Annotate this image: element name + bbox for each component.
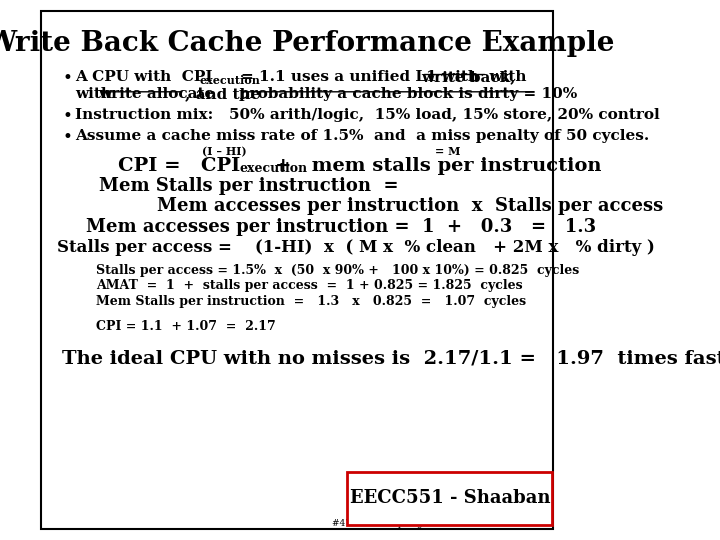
Text: Stalls per access = 1.5%  x  (50  x 90% +   100 x 10%) = 0.825  cycles: Stalls per access = 1.5% x (50 x 90% + 1…	[96, 264, 580, 276]
Text: = 1.1 uses a unified L1 with  with: = 1.1 uses a unified L1 with with	[240, 70, 526, 84]
Text: Mem Stalls per instruction  =: Mem Stalls per instruction =	[99, 177, 399, 195]
Text: EECC551 - Shaaban: EECC551 - Shaaban	[350, 489, 550, 507]
Text: Mem accesses per instruction  x  Stalls per access: Mem accesses per instruction x Stalls pe…	[157, 197, 664, 215]
Text: execution: execution	[199, 75, 261, 85]
Text: with: with	[76, 87, 112, 102]
FancyBboxPatch shape	[348, 472, 552, 525]
Text: +   mem stalls per instruction: + mem stalls per instruction	[274, 157, 601, 174]
Text: •: •	[62, 129, 72, 145]
Text: , and the: , and the	[185, 87, 260, 102]
Text: Assume a cache miss rate of 1.5%  and  a miss penalty of 50 cycles.: Assume a cache miss rate of 1.5% and a m…	[76, 129, 649, 143]
Text: execution: execution	[239, 162, 307, 175]
Text: write allocate: write allocate	[98, 87, 215, 102]
Text: (I – HI): (I – HI)	[202, 146, 247, 157]
Text: write back,: write back,	[421, 70, 516, 84]
Text: A CPU with  CPI: A CPU with CPI	[76, 70, 213, 84]
Text: Write Back Cache Performance Example: Write Back Cache Performance Example	[0, 30, 615, 57]
FancyBboxPatch shape	[41, 11, 554, 529]
Text: Stalls per access =    (1-HI)  x  ( M x  % clean   + 2M x   % dirty ): Stalls per access = (1-HI) x ( M x % cle…	[57, 239, 654, 255]
Text: = M: = M	[435, 146, 460, 157]
Text: Mem accesses per instruction =  1  +   0.3   =   1.3: Mem accesses per instruction = 1 + 0.3 =…	[86, 218, 596, 235]
Text: probability a cache block is dirty = 10%: probability a cache block is dirty = 10%	[239, 87, 577, 102]
Text: Instruction mix:   50% arith/logic,  15% load, 15% store, 20% control: Instruction mix: 50% arith/logic, 15% lo…	[76, 108, 660, 122]
Text: AMAT  =  1  +  stalls per access  =  1 + 0.825 = 1.825  cycles: AMAT = 1 + stalls per access = 1 + 0.825…	[96, 279, 523, 292]
Text: •: •	[62, 70, 72, 87]
Text: •: •	[62, 108, 72, 125]
Text: CPI =   CPI: CPI = CPI	[117, 157, 240, 174]
Text: The ideal CPU with no misses is  2.17/1.1 =   1.97  times faster: The ideal CPU with no misses is 2.17/1.1…	[62, 350, 720, 368]
Text: #47  lec #8  Spring 2013  4-10-2013: #47 lec #8 Spring 2013 4-10-2013	[332, 519, 500, 528]
Text: CPI = 1.1  + 1.07  =  2.17: CPI = 1.1 + 1.07 = 2.17	[96, 320, 276, 333]
Text: Mem Stalls per instruction  =   1.3   x   0.825  =   1.07  cycles: Mem Stalls per instruction = 1.3 x 0.825…	[96, 295, 526, 308]
